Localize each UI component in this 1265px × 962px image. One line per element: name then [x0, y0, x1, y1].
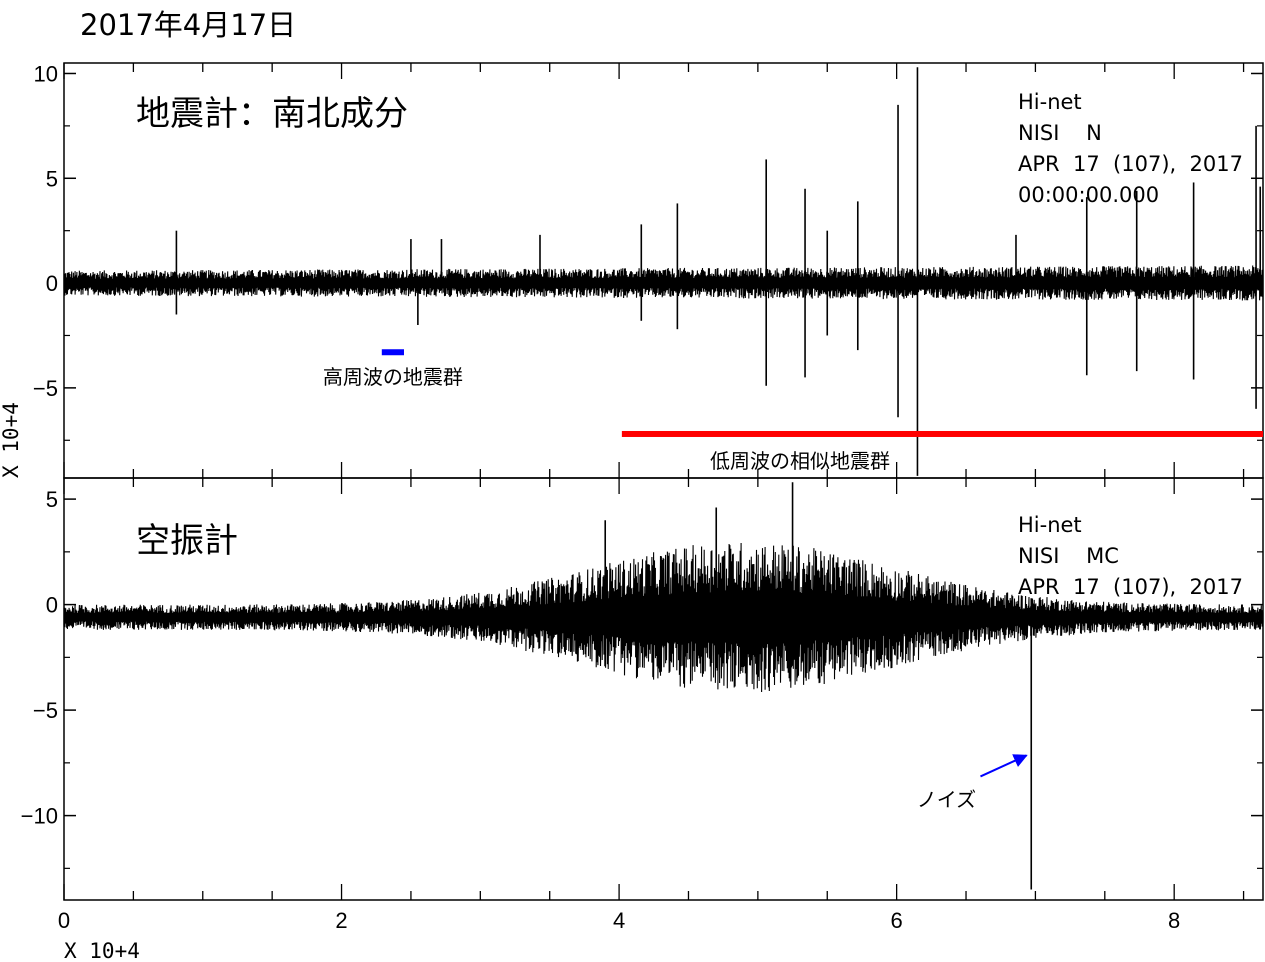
top-y-ticks: 10 5 0 −5: [33, 61, 1263, 441]
infrasound-trace: [63, 482, 1264, 890]
infrasound-panel-label: 空振計: [136, 521, 238, 561]
x-tick-label: 4: [613, 908, 625, 933]
y-multiplier-label: X 10+4: [0, 402, 23, 478]
y-tick-label: −10: [21, 804, 58, 829]
top-info-line-4: 00:00:00.000: [1018, 183, 1159, 207]
y-tick-label: 5: [46, 487, 58, 512]
y-tick-label: −5: [33, 376, 58, 401]
top-x-minor-ticks: [63, 63, 1245, 478]
top-info-line-2: NISI N: [1018, 121, 1102, 145]
seismometer-trace: [63, 67, 1264, 476]
top-info-line-3: APR 17 (107), 2017: [1018, 152, 1243, 176]
bottom-x-ticks: 0 2 4 6 8: [58, 478, 1245, 933]
high-frequency-marker: [381, 349, 404, 356]
y-tick-label: 0: [46, 593, 58, 618]
bottom-panel-frame: [63, 477, 1264, 901]
x-tick-label: 2: [335, 908, 347, 933]
y-tick-label: 10: [34, 61, 58, 86]
bottom-y-ticks: 5 0 −5 −10: [21, 487, 1263, 869]
noise-envelope: [63, 542, 1264, 693]
x-tick-label: 6: [891, 908, 903, 933]
noise-label: ノイズ: [917, 787, 976, 811]
x-multiplier-label: X 10+4: [64, 939, 140, 962]
y-tick-label: 0: [46, 271, 58, 296]
low-frequency-marker: [621, 430, 1263, 437]
noise-arrow: [980, 754, 1028, 778]
bottom-info-line-3: APR 17 (107), 2017: [1018, 575, 1243, 599]
y-tick-label: 5: [46, 166, 58, 191]
seismometer-panel-label: 地震計：南北成分: [136, 94, 408, 134]
noise-envelope: [63, 265, 1264, 301]
y-tick-label: −5: [33, 698, 58, 723]
x-tick-label: 0: [58, 908, 70, 933]
page-title: 2017年4月17日: [80, 8, 297, 42]
top-info-line-1: Hi-net: [1018, 90, 1082, 114]
seismometer-panel: 10 5 0 −5 地震計：南北成分 Hi-net NISI N APR 17 (10…: [0, 61, 1264, 479]
infrasound-panel: 5 0 −5 −10 0 2 4 6 8 空振計 Hi-net NISI MC APR 17 …: [21, 477, 1264, 962]
bottom-info-line-2: NISI MC: [1018, 544, 1119, 568]
high-frequency-label: 高周波の地震群: [323, 365, 463, 389]
x-tick-label: 8: [1168, 908, 1180, 933]
bottom-info-line-1: Hi-net: [1018, 513, 1082, 537]
low-frequency-label: 低周波の相似地震群: [710, 449, 890, 473]
